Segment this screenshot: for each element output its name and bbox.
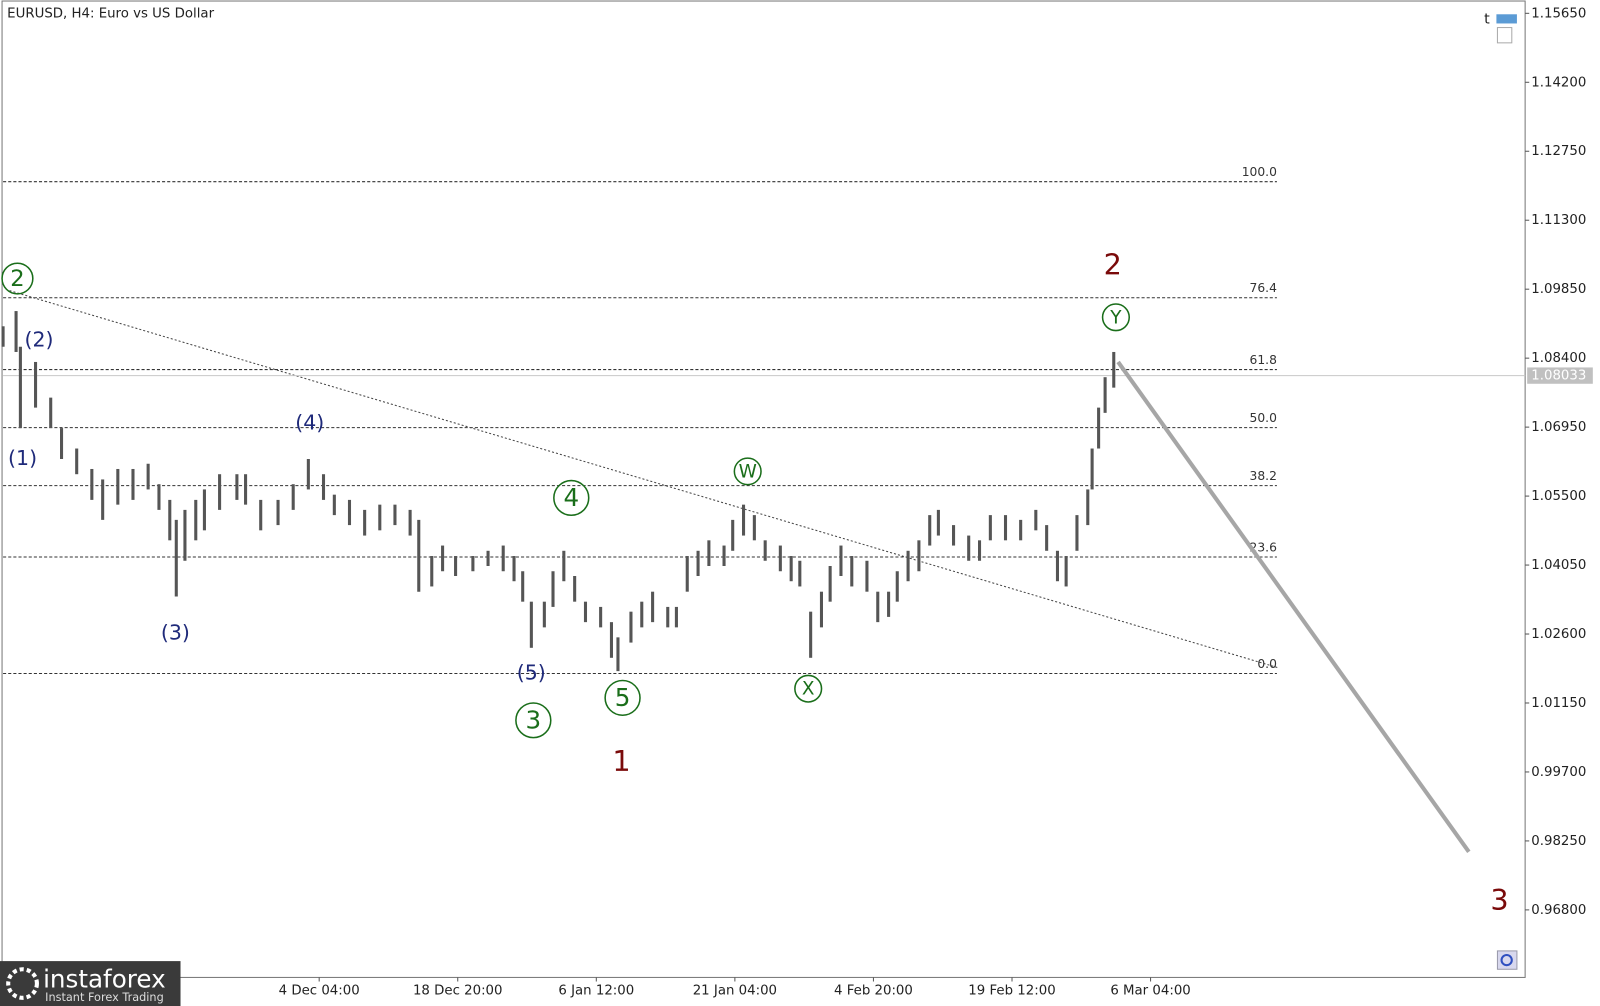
y-tick-label: 0.98250 bbox=[1531, 834, 1586, 849]
fib-label: 0.0 bbox=[1257, 657, 1277, 671]
y-tick-label: 1.01150 bbox=[1531, 696, 1586, 711]
fib-label: 61.8 bbox=[1250, 353, 1277, 367]
y-tick-label: 1.02600 bbox=[1531, 627, 1586, 642]
logo-box bbox=[0, 961, 181, 1006]
chart-title: EURUSD, H4: Euro vs US Dollar bbox=[7, 6, 214, 21]
wave-label: (1) bbox=[8, 446, 37, 470]
wave-label: (5) bbox=[517, 660, 546, 684]
wave-circle bbox=[604, 679, 641, 716]
y-tick-label: 1.12750 bbox=[1531, 144, 1586, 159]
y-tick-label: 0.96800 bbox=[1531, 903, 1586, 918]
current-price-label: 1.08033 bbox=[1531, 369, 1586, 384]
wave-label: (3) bbox=[161, 621, 190, 645]
plot-frame bbox=[1, 0, 1526, 978]
wave-label: 1 bbox=[612, 744, 630, 778]
wave-circle bbox=[794, 674, 823, 703]
toolbar-icon[interactable]: t bbox=[1484, 11, 1517, 44]
wave-circle bbox=[515, 702, 552, 739]
logo-name: instaforex bbox=[43, 965, 166, 994]
x-tick-label: 6 Jan 12:00 bbox=[558, 984, 634, 999]
corner-icon-ring bbox=[1500, 953, 1513, 967]
wave-label: 3 bbox=[526, 705, 542, 734]
logo-gear bbox=[6, 967, 39, 1000]
fib-label: 23.6 bbox=[1250, 540, 1278, 554]
wave-label: 2 bbox=[1104, 247, 1122, 281]
icon-box bbox=[1496, 27, 1513, 44]
wave-circle bbox=[553, 479, 590, 517]
wave-label: W bbox=[739, 461, 757, 482]
wave-circle bbox=[733, 457, 762, 486]
y-tick-label: 1.09850 bbox=[1531, 282, 1586, 297]
trend-line bbox=[9, 290, 1279, 669]
logo-tagline: Instant Forex Trading bbox=[45, 991, 164, 1004]
fib-label: 38.2 bbox=[1250, 469, 1277, 483]
y-tick-label: 0.99700 bbox=[1531, 765, 1586, 780]
x-tick-label: 6 Mar 04:00 bbox=[1110, 984, 1190, 999]
wave-label: (4) bbox=[295, 410, 324, 434]
fib-label: 50.0 bbox=[1250, 411, 1277, 425]
fib-label: 100.0 bbox=[1242, 165, 1277, 179]
logo: instaforex Instant Forex Trading bbox=[0, 961, 181, 1006]
corner-icon[interactable] bbox=[1496, 950, 1518, 970]
wave-label: 3 bbox=[1490, 883, 1508, 917]
wave-circle bbox=[1, 262, 34, 295]
wave-label: Y bbox=[1109, 307, 1122, 328]
y-tick-label: 1.14200 bbox=[1531, 75, 1586, 90]
forecast-line bbox=[1116, 360, 1471, 854]
wave-label: 2 bbox=[10, 266, 24, 292]
current-price-box bbox=[1527, 367, 1593, 384]
fib-label: 76.4 bbox=[1250, 281, 1278, 295]
icon-hat bbox=[1496, 14, 1517, 24]
x-tick-label: 4 Dec 04:00 bbox=[279, 984, 360, 999]
wave-label: 4 bbox=[563, 483, 579, 512]
y-tick-label: 1.04050 bbox=[1531, 558, 1586, 573]
icon-t: t bbox=[1484, 11, 1490, 27]
y-tick-label: 1.06950 bbox=[1531, 420, 1586, 435]
wave-label: 5 bbox=[615, 683, 631, 712]
wave-label: (2) bbox=[24, 328, 53, 352]
x-tick-label: 21 Jan 04:00 bbox=[693, 984, 777, 999]
x-tick-label: 4 Feb 20:00 bbox=[834, 984, 913, 999]
y-tick-label: 1.11300 bbox=[1531, 213, 1586, 228]
wave-circle bbox=[1101, 303, 1130, 332]
y-tick-label: 1.08400 bbox=[1531, 351, 1586, 366]
wave-label: X bbox=[802, 679, 815, 700]
x-tick-label: 19 Feb 12:00 bbox=[968, 984, 1055, 999]
x-tick-label: 18 Dec 20:00 bbox=[413, 984, 503, 999]
y-tick-label: 1.05500 bbox=[1531, 489, 1586, 504]
y-tick-label: 1.15650 bbox=[1531, 6, 1586, 21]
